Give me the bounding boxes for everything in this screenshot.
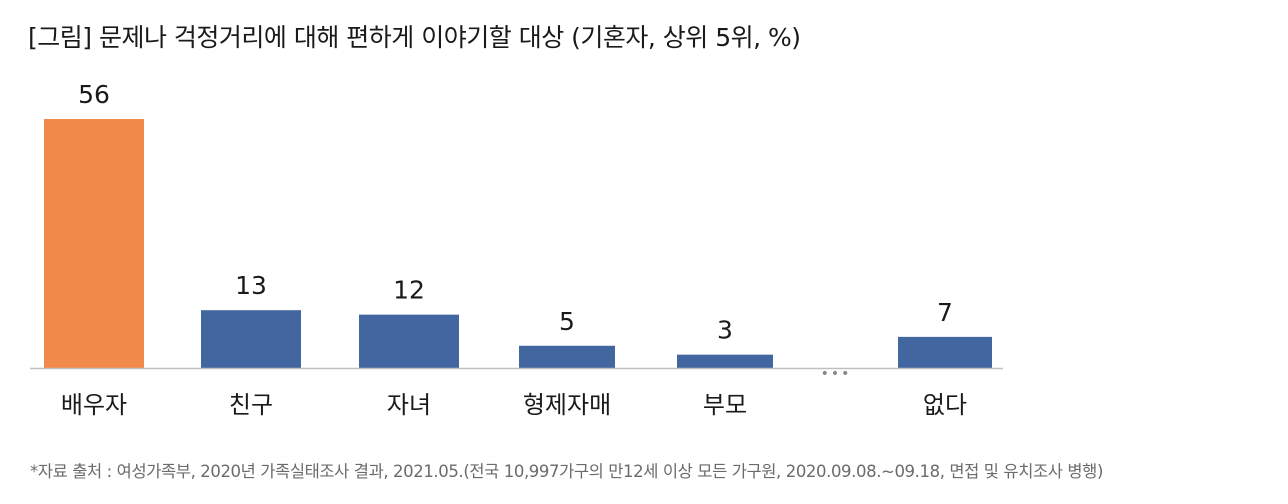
bar-3 (359, 314, 459, 368)
chart-title: [그림] 문제나 걱정거리에 대해 편하게 이야기할 대상 (기혼자, 상위 5… (28, 23, 801, 52)
gap-marker: ••• (821, 366, 852, 382)
value-label: 12 (393, 276, 425, 305)
labels-group: 56 배우자 13 친구 12 자녀 5 형제자매 3 부모 7 없다 (61, 80, 967, 419)
category-label: 부모 (703, 391, 747, 419)
value-label: 5 (559, 307, 575, 336)
bar-1 (44, 119, 144, 368)
bar-5 (677, 354, 773, 368)
category-label: 배우자 (61, 391, 127, 419)
category-label: 없다 (923, 391, 967, 419)
category-label: 친구 (229, 391, 273, 419)
bar-2 (201, 310, 301, 368)
category-label: 형제자매 (523, 391, 611, 419)
value-label: 3 (717, 316, 733, 345)
value-label: 7 (937, 298, 953, 327)
source-footnote: *자료 출처 : 여성가족부, 2020년 가족실태조사 결과, 2021.05… (30, 462, 1103, 481)
value-label: 13 (235, 271, 267, 300)
category-label: 자녀 (387, 391, 431, 419)
bar-4 (519, 345, 615, 368)
bar-6 (898, 336, 992, 368)
bars-group (44, 119, 992, 368)
value-label: 56 (78, 80, 110, 109)
